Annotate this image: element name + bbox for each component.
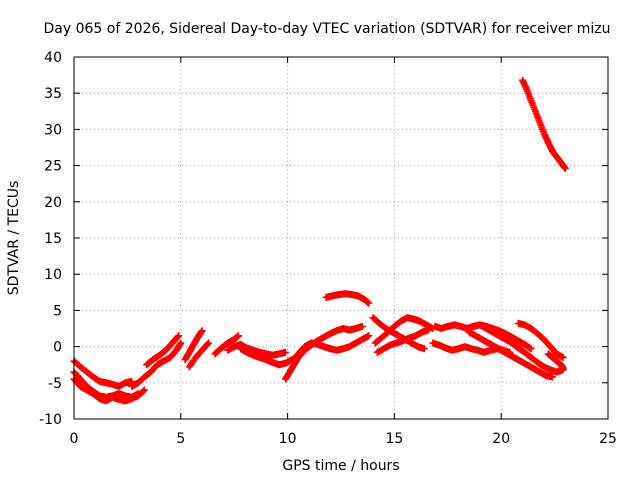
data-point — [548, 373, 556, 381]
data-point — [365, 299, 373, 307]
series-arc-1 — [70, 357, 136, 390]
x-tick-label: 5 — [176, 431, 185, 447]
x-tick-label: 0 — [70, 431, 79, 447]
y-tick-label: 10 — [44, 267, 62, 283]
series-arc-21 — [514, 319, 567, 361]
series-arc-9 — [224, 340, 289, 359]
data-point — [281, 348, 289, 356]
series-arc-18 — [431, 321, 535, 353]
data-point — [139, 387, 147, 395]
y-tick-label: 0 — [53, 340, 62, 356]
series-arc-4 — [128, 339, 185, 390]
series-arc-13 — [322, 290, 373, 307]
x-tick-label: 15 — [385, 431, 403, 447]
series-arc-23 — [519, 76, 569, 172]
data-point — [204, 340, 211, 348]
data-point — [140, 386, 148, 394]
data-point — [559, 364, 567, 372]
y-tick-label: 5 — [53, 303, 62, 319]
grid — [74, 57, 608, 419]
x-tick-label: 10 — [279, 431, 297, 447]
series-arc-7 — [185, 339, 213, 371]
series-arc-10 — [237, 345, 296, 369]
y-tick-label: 25 — [44, 159, 62, 175]
plot-frame — [73, 56, 609, 420]
y-axis-title: SDTVAR / TECUs — [6, 181, 22, 296]
data-point — [198, 327, 206, 335]
data-point — [177, 339, 185, 347]
series-arc-17 — [429, 339, 514, 356]
y-tick-label: -5 — [48, 376, 62, 392]
series-arc-5 — [143, 332, 183, 369]
series-arc-20 — [476, 321, 567, 376]
data-point — [559, 353, 567, 361]
data-point — [561, 164, 569, 172]
y-tick-label: 30 — [44, 122, 62, 138]
series-arc-8 — [211, 332, 242, 358]
data-point — [420, 345, 428, 353]
data-point — [205, 339, 213, 347]
data-point — [175, 332, 183, 340]
y-tick-label: 15 — [44, 231, 62, 247]
ticks: 0 5 10 15 20 25 -10 -5 0 5 10 15 20 25 30 35 40 — [39, 50, 617, 447]
chart-title: Day 065 of 2026, Sidereal Day-to-day VTE… — [44, 21, 611, 37]
series-arc-22 — [544, 350, 567, 372]
x-axis-title: GPS time / hours — [282, 458, 399, 474]
data-point — [425, 326, 433, 334]
series-arc-3 — [70, 375, 148, 405]
data-points — [70, 76, 569, 405]
x-tick-label: 20 — [492, 431, 510, 447]
data-point — [174, 333, 182, 341]
x-tick-label: 25 — [599, 431, 617, 447]
series-arc-12 — [288, 332, 373, 365]
data-point — [234, 332, 242, 340]
data-point — [527, 345, 535, 353]
series-arc-6 — [181, 327, 206, 364]
y-tick-label: 35 — [44, 86, 62, 102]
series-arc-15 — [371, 314, 437, 347]
y-tick-label: -10 — [39, 412, 62, 428]
y-tick-label: 40 — [44, 50, 62, 66]
series-arc-16 — [373, 326, 433, 356]
data-point — [365, 332, 373, 340]
y-tick-label: 20 — [44, 195, 62, 211]
data-point — [358, 322, 366, 330]
series-arc-19 — [465, 328, 556, 381]
